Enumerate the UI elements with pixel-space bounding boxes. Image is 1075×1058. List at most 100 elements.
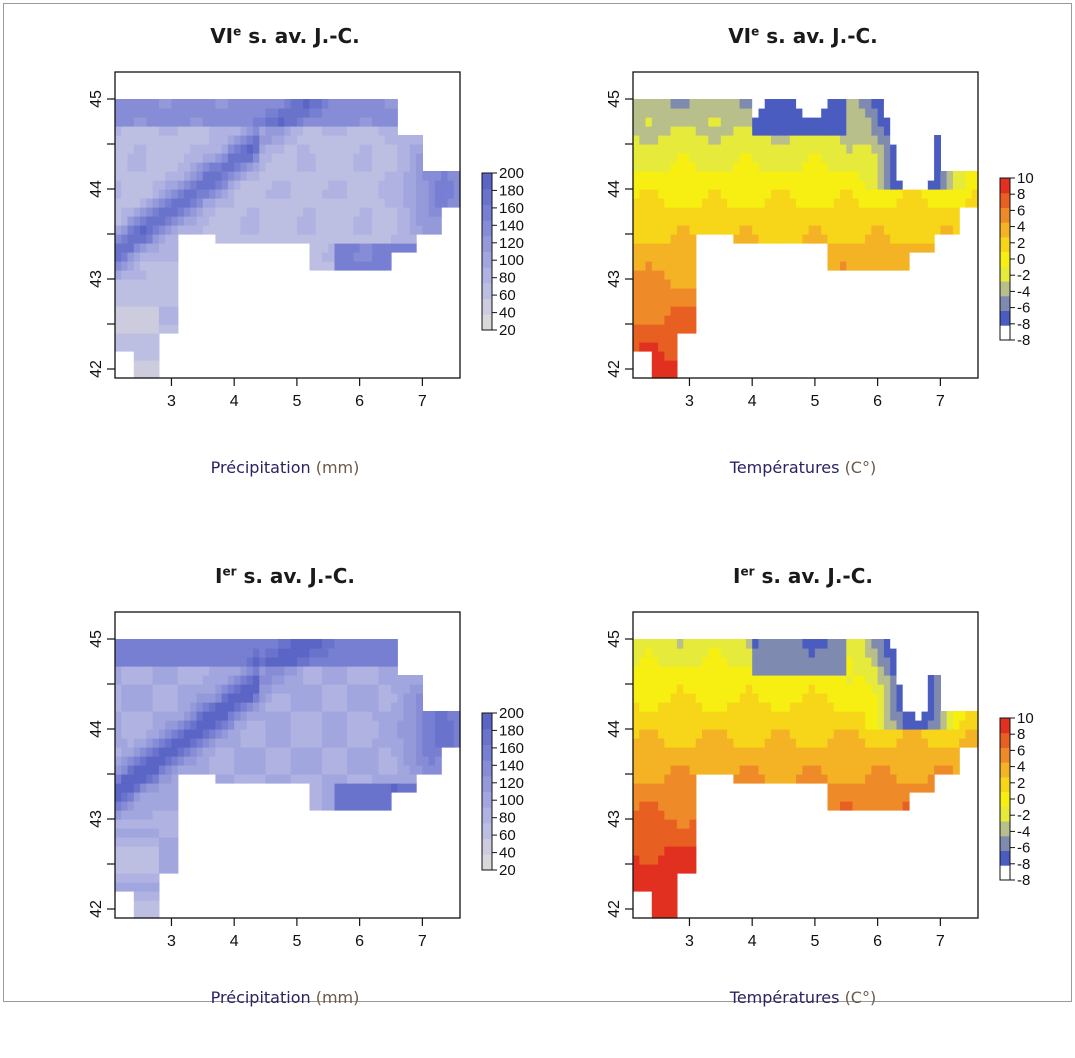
raster-cell <box>877 684 885 694</box>
raster-cell <box>896 261 904 271</box>
raster-cell <box>902 135 910 145</box>
raster-cell <box>158 189 166 199</box>
raster-cell <box>783 720 791 730</box>
raster-cell <box>645 324 653 334</box>
raster-cell <box>890 144 898 154</box>
raster-cell <box>115 189 122 199</box>
raster-cell <box>365 702 373 712</box>
raster-cell <box>783 756 791 766</box>
raster-cell <box>865 117 872 127</box>
raster-cell <box>353 729 361 739</box>
raster-cell <box>865 801 872 811</box>
raster-cell <box>664 216 672 226</box>
raster-cell <box>152 819 160 829</box>
raster-cell <box>645 801 653 811</box>
raster-cell <box>783 117 791 127</box>
raster-cell <box>290 135 298 145</box>
raster-cell <box>140 882 147 892</box>
raster-cell <box>365 99 373 109</box>
raster-cell <box>146 855 154 865</box>
raster-cell <box>934 189 941 199</box>
raster-cell <box>328 702 336 712</box>
raster-cell <box>639 243 647 253</box>
raster-cell <box>365 153 373 163</box>
raster-cell <box>158 315 166 325</box>
raster-cell <box>284 108 292 118</box>
raster-cell <box>745 198 753 208</box>
raster-cell <box>284 711 292 721</box>
raster-cell <box>171 162 179 172</box>
raster-cell <box>702 648 709 658</box>
raster-cell <box>158 108 166 118</box>
raster-cell <box>670 306 678 316</box>
raster-cell <box>190 207 198 217</box>
raster-cell <box>234 225 242 235</box>
raster-cell <box>902 180 910 190</box>
raster-cell <box>909 99 916 109</box>
raster-cell <box>840 216 847 226</box>
raster-cell <box>353 747 361 757</box>
raster-cell <box>441 189 449 199</box>
raster-cell <box>146 900 154 910</box>
raster-cell <box>689 855 697 865</box>
raster-cell <box>146 657 154 667</box>
raster-cell <box>821 675 829 685</box>
raster-cell <box>833 765 841 775</box>
raster-cell <box>196 108 204 118</box>
raster-cell <box>328 684 336 694</box>
raster-cell <box>378 126 386 136</box>
raster-cell <box>651 873 659 883</box>
raster-cell <box>633 270 640 280</box>
legend-tick-label: -4 <box>1017 823 1030 840</box>
raster-cell <box>221 216 229 226</box>
raster-cell <box>246 756 254 766</box>
raster-cell <box>683 738 691 748</box>
raster-cell <box>871 135 879 145</box>
raster-cell <box>115 828 122 838</box>
raster-cell <box>683 693 691 703</box>
raster-cell <box>821 765 829 775</box>
raster-cell <box>909 738 916 748</box>
raster-cell <box>633 252 640 262</box>
raster-cell <box>658 234 665 244</box>
raster-cell <box>190 117 198 127</box>
raster-cell <box>902 756 910 766</box>
raster-cell <box>670 261 678 271</box>
raster-cell <box>234 702 242 712</box>
raster-cell <box>115 648 122 658</box>
raster-cell <box>190 171 198 181</box>
raster-cell <box>783 648 791 658</box>
raster-cell <box>720 216 728 226</box>
raster-cell <box>683 801 691 811</box>
raster-cell <box>171 720 179 730</box>
raster-cell <box>821 702 829 712</box>
raster-cell <box>347 144 354 154</box>
raster-cell <box>676 162 684 172</box>
raster-cell <box>447 729 455 739</box>
raster-cell <box>771 162 778 172</box>
raster-cell <box>645 864 653 874</box>
raster-cell <box>902 207 910 217</box>
raster-cell <box>695 756 703 766</box>
raster-cell <box>322 153 329 163</box>
raster-cell <box>240 648 248 658</box>
raster-cell <box>683 747 691 757</box>
raster-cell <box>909 144 916 154</box>
raster-cell <box>372 198 380 208</box>
raster-cell <box>771 207 778 217</box>
raster-cell <box>303 666 311 676</box>
raster-cell <box>645 657 653 667</box>
raster-cell <box>428 225 436 235</box>
raster-cell <box>428 216 436 226</box>
raster-cell <box>328 648 336 658</box>
raster-cell <box>158 792 166 802</box>
raster-cell <box>934 693 941 703</box>
raster-cell <box>196 711 204 721</box>
raster-cell <box>322 243 329 253</box>
raster-cell <box>720 153 728 163</box>
raster-cell <box>639 297 647 307</box>
raster-cell <box>651 675 659 685</box>
raster-cell <box>802 666 810 676</box>
raster-cell <box>664 639 672 649</box>
